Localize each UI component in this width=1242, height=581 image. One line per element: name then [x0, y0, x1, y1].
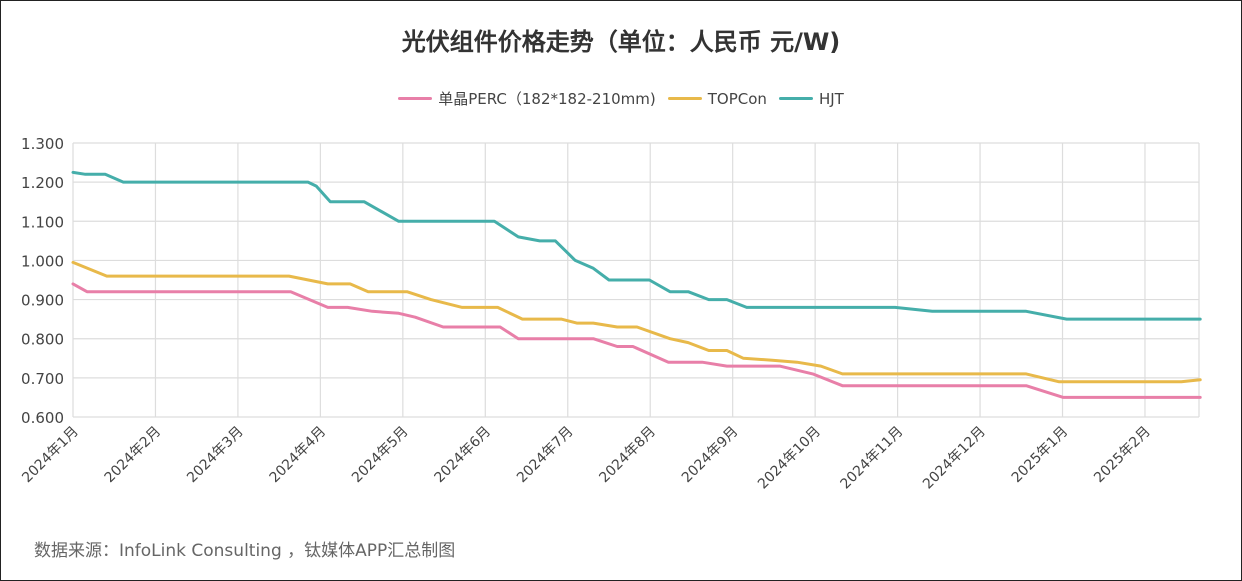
- legend-item-perc[interactable]: 单晶PERC（182*182-210mm): [398, 88, 656, 109]
- legend-label-hjt: HJT: [818, 89, 844, 108]
- legend-label-perc: 单晶PERC（182*182-210mm): [438, 90, 656, 108]
- y-tick-label: 0.800: [21, 331, 64, 349]
- legend-swatch-topcon: [667, 97, 702, 100]
- x-tick-label: 2024年12月: [920, 424, 989, 493]
- y-tick-label: 0.600: [21, 409, 64, 427]
- x-tick-label: 2024年8月: [596, 424, 659, 487]
- x-tick-label: 2024年6月: [432, 424, 495, 487]
- y-tick-label: 0.900: [21, 292, 64, 310]
- legend-label-topcon: TOPCon: [707, 89, 767, 108]
- legend-swatch-perc: [398, 97, 433, 100]
- x-tick-label: 2024年1月: [19, 424, 82, 487]
- x-tick-label: 2024年9月: [679, 424, 742, 487]
- x-tick-label: 2024年5月: [349, 424, 412, 487]
- source-note: 数据来源：InfoLink Consulting ，钛媒体APP汇总制图: [34, 541, 456, 561]
- y-tick-label: 1.000: [21, 252, 64, 270]
- legend: 单晶PERC（182*182-210mm) TOPCon HJT: [0, 88, 1242, 109]
- y-tick-label: 1.300: [21, 135, 64, 153]
- x-tick-label: 2024年7月: [514, 424, 577, 487]
- series-line-hjt: [71, 170, 1202, 321]
- series-line-perc: [71, 282, 1202, 399]
- x-tick-label: 2024年2月: [102, 424, 165, 487]
- y-tick-label: 0.700: [21, 370, 64, 388]
- chart-title: 光伏组件价格走势（单位：人民币 元/W): [401, 28, 841, 56]
- x-tick-label: 2024年3月: [184, 424, 247, 487]
- x-tick-label: 2025年2月: [1091, 424, 1154, 487]
- legend-item-topcon[interactable]: TOPCon: [667, 89, 767, 108]
- y-tick-label: 1.100: [21, 213, 64, 231]
- y-tick-label: 1.200: [21, 174, 64, 192]
- series-line-topcon: [71, 260, 1202, 384]
- legend-item-hjt[interactable]: HJT: [778, 89, 844, 108]
- x-tick-label: 2024年11月: [838, 424, 907, 493]
- x-tick-label: 2025年1月: [1009, 424, 1072, 487]
- legend-swatch-hjt: [778, 97, 813, 100]
- x-tick-label: 2024年4月: [267, 424, 330, 487]
- x-tick-label: 2024年10月: [755, 424, 824, 493]
